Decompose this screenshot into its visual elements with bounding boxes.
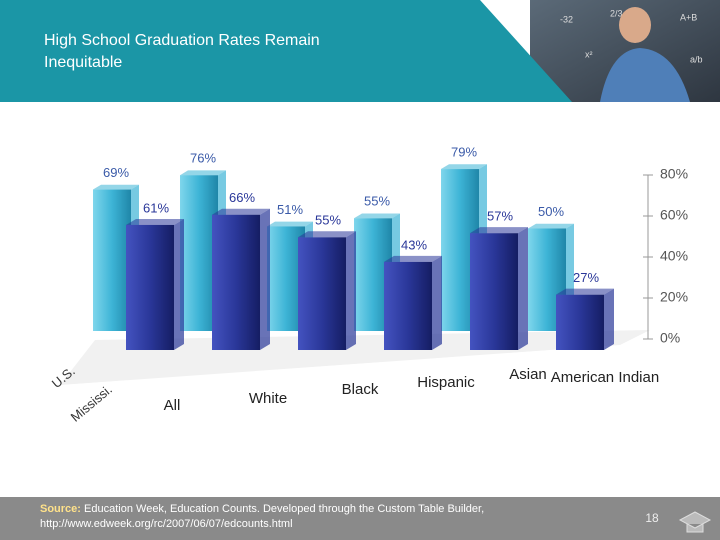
value-label: 61% [143, 200, 169, 215]
value-label: 50% [538, 204, 564, 219]
x-tick-label: White [249, 390, 287, 407]
bar [93, 189, 131, 331]
bar-top [212, 208, 270, 215]
bar-top [180, 170, 226, 176]
bar-top [354, 213, 400, 219]
svg-text:x²: x² [585, 49, 593, 59]
svg-text:a/b: a/b [690, 54, 703, 64]
value-label: 27% [573, 270, 599, 285]
bar [384, 261, 432, 350]
x-tick-label: Black [342, 381, 379, 398]
footer-band [0, 497, 720, 540]
bar-top [384, 255, 442, 262]
bar [180, 175, 218, 331]
y-tick-label: 0% [660, 330, 680, 346]
value-label: 55% [315, 213, 341, 228]
value-label: 51% [277, 202, 303, 217]
footer-icon [678, 511, 712, 533]
bar [126, 224, 174, 350]
bar [212, 214, 260, 350]
bar [470, 233, 518, 350]
bar-side [432, 255, 442, 350]
value-label: 66% [229, 190, 255, 205]
person-body [600, 48, 690, 102]
value-label: 69% [103, 165, 129, 180]
page-number: 18 [645, 511, 659, 525]
value-label: 76% [190, 151, 216, 166]
x-tick-label: Hispanic [417, 374, 475, 391]
source-label: Source: [40, 503, 81, 515]
series-label: Mississi. [68, 382, 115, 425]
bar-top [93, 184, 139, 190]
bar-side [346, 231, 356, 350]
svg-text:-32: -32 [560, 14, 573, 24]
bar-side [518, 227, 528, 350]
bar-side [604, 288, 614, 350]
slide-title-line: High School Graduation Rates Remain Ineq… [44, 32, 324, 71]
y-tick-label: 40% [660, 248, 688, 264]
bar-side [260, 208, 270, 350]
y-tick-label: 80% [660, 166, 688, 182]
chalk-writing: -32 2/3 A+B x² a/b [560, 8, 703, 64]
source-text: Education Week, Education Counts. Develo… [40, 503, 485, 530]
series-label: U.S. [49, 363, 78, 391]
x-tick-label: All [164, 397, 181, 414]
bar-top [441, 164, 487, 170]
bar [556, 294, 604, 350]
value-label: 43% [401, 237, 427, 252]
bar-top [470, 227, 528, 234]
bar [298, 237, 346, 350]
bar-top [556, 288, 614, 295]
value-label: 55% [364, 194, 390, 209]
bar-top [298, 231, 356, 238]
person-head [619, 7, 651, 43]
x-tick-label: American Indian [551, 369, 659, 386]
bar-top [528, 223, 574, 229]
svg-text:2/3: 2/3 [610, 8, 623, 18]
svg-text:A+B: A+B [680, 12, 697, 22]
x-tick-label: Asian [509, 366, 547, 383]
y-tick-label: 20% [660, 289, 688, 305]
footer-source: Source: Education Week, Education Counts… [40, 503, 485, 530]
y-tick-label: 60% [660, 207, 688, 223]
bar-top [126, 218, 184, 225]
value-label: 57% [487, 209, 513, 224]
value-label: 79% [451, 144, 477, 159]
header-band [0, 0, 572, 102]
bar-top [267, 221, 313, 227]
bar-side [174, 218, 184, 350]
